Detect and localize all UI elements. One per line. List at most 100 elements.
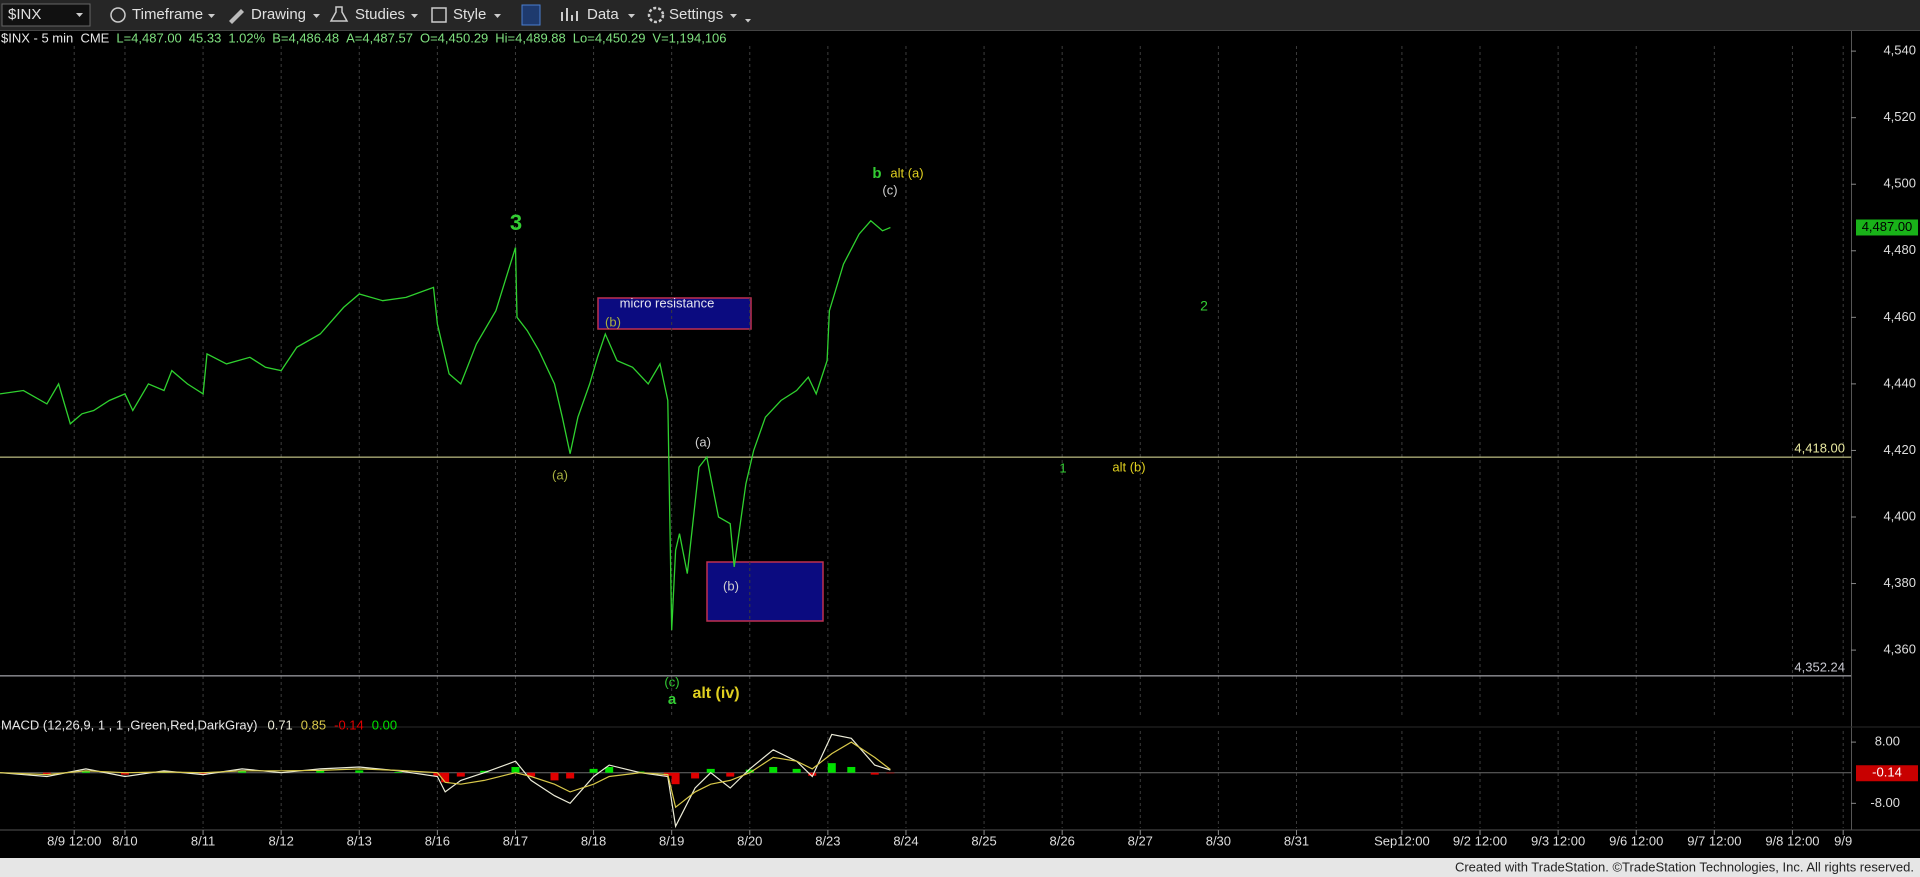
toolbar-button[interactable]: Style [453, 6, 486, 23]
histogram-bar [550, 772, 559, 781]
indicator-value: 0.85 [301, 717, 326, 732]
histogram-bar [316, 770, 325, 773]
histogram-bar [691, 772, 700, 779]
x-tick-label: 8/9 12:00 [47, 833, 101, 848]
dropdown-arrow[interactable] [730, 14, 737, 18]
histogram-bar [886, 772, 895, 774]
toolbar-button[interactable]: Drawing [251, 6, 306, 23]
y-tick-label: 4,540 [1883, 43, 1916, 58]
wave-label: (b) [605, 314, 621, 329]
x-tick-label: 8/10 [112, 833, 137, 848]
last-price-tag [1856, 219, 1918, 236]
x-tick-label: 9/3 12:00 [1531, 833, 1585, 848]
histogram-bar [792, 768, 801, 773]
info-field: B=4,486.48 [272, 30, 339, 45]
x-tick-label: 8/13 [347, 833, 372, 848]
histogram-bar [589, 768, 598, 773]
indicator-tag [1856, 765, 1918, 782]
x-tick-label: 8/19 [659, 833, 684, 848]
info-field: $INX - 5 min CME [1, 30, 110, 45]
wave-label: 1 [1059, 460, 1066, 475]
histogram-bar [745, 769, 754, 773]
x-tick-label: 8/25 [971, 833, 996, 848]
resistance-box [597, 297, 752, 330]
style-icon[interactable] [431, 7, 447, 23]
y-tick-label: 4,480 [1883, 242, 1916, 257]
indicator-tag-label: -0.14 [1872, 765, 1902, 780]
x-tick-label: 8/24 [893, 833, 918, 848]
wave-label: b [872, 165, 881, 182]
toolbar-button[interactable]: Timeframe [132, 6, 203, 23]
indicator-value: 0.00 [372, 717, 397, 732]
y-tick-label: 8.00 [1875, 734, 1900, 749]
x-tick-label: Sep12:00 [1374, 833, 1430, 848]
info-field: 45.33 [189, 30, 222, 45]
dropdown-arrow[interactable] [208, 14, 215, 18]
histogram-bar [394, 771, 403, 773]
dropdown-arrow[interactable] [745, 19, 751, 23]
indicator-value: 0.71 [267, 717, 292, 732]
drawing-icon[interactable] [229, 9, 244, 24]
info-field: Hi=4,489.88 [495, 30, 565, 45]
wave-label: 3 [510, 210, 522, 235]
wave-label: (c) [882, 182, 897, 197]
histogram-bar [433, 772, 442, 776]
toolbar-button[interactable]: Settings [669, 6, 723, 23]
histogram-bar [706, 768, 715, 773]
footer-text: Created with TradeStation. ©TradeStation… [1455, 859, 1914, 874]
symbol-input[interactable]: $INX [8, 6, 41, 23]
dropdown-arrow[interactable] [411, 14, 418, 18]
x-tick-label: 8/26 [1050, 833, 1075, 848]
y-tick-label: 4,440 [1883, 375, 1916, 390]
dropdown-arrow[interactable] [494, 14, 501, 18]
support-box [706, 561, 824, 622]
y-tick-label: 4,360 [1883, 642, 1916, 657]
data-icon[interactable] [561, 8, 578, 21]
histogram-bar [120, 772, 129, 775]
histogram-bar [480, 770, 489, 773]
dropdown-arrow[interactable] [628, 14, 635, 18]
layout-icon[interactable] [521, 4, 541, 26]
level-label: 4,418.00 [1794, 441, 1845, 456]
price-line [0, 219, 891, 631]
studies-icon[interactable] [329, 6, 349, 22]
dropdown-arrow[interactable] [313, 14, 320, 18]
level-label: 4,352.24 [1794, 659, 1845, 674]
histogram-bar [726, 772, 735, 777]
histogram-bar [511, 766, 520, 773]
y-tick-label: 4,500 [1883, 176, 1916, 191]
wave-label: (b) [723, 578, 739, 593]
x-tick-label: 9/2 12:00 [1453, 833, 1507, 848]
dropdown-arrow[interactable] [76, 13, 83, 17]
last-price-label: 4,487.00 [1862, 219, 1913, 234]
histogram-bar [605, 766, 614, 773]
timeframe-icon[interactable] [110, 7, 126, 23]
y-tick-label: -8.00 [1870, 795, 1900, 810]
symbol-box[interactable] [1, 3, 91, 27]
toolbar-button[interactable]: Studies [355, 6, 405, 23]
toolbar-button[interactable]: Data [587, 6, 619, 23]
histogram-bar [42, 772, 51, 775]
wave-label: alt (a) [890, 165, 923, 180]
wave-label: alt (iv) [692, 685, 739, 702]
wave-label: (a) [552, 467, 568, 482]
macd-line [0, 741, 891, 809]
wave-label: (a) [695, 434, 711, 449]
x-tick-label: 9/7 12:00 [1687, 833, 1741, 848]
info-field: A=4,487.57 [346, 30, 413, 45]
x-tick-label: 8/12 [269, 833, 294, 848]
histogram-bar [808, 772, 817, 776]
histogram-bar [566, 772, 575, 779]
macd-line [0, 733, 891, 829]
settings-icon[interactable] [647, 6, 665, 24]
y-tick-label: 4,420 [1883, 442, 1916, 457]
histogram-bar [355, 770, 364, 773]
histogram-bar [847, 766, 856, 773]
histogram-bar [827, 763, 836, 773]
x-tick-label: 8/30 [1206, 833, 1231, 848]
x-tick-label: 8/18 [581, 833, 606, 848]
wave-label: (c) [664, 674, 679, 689]
